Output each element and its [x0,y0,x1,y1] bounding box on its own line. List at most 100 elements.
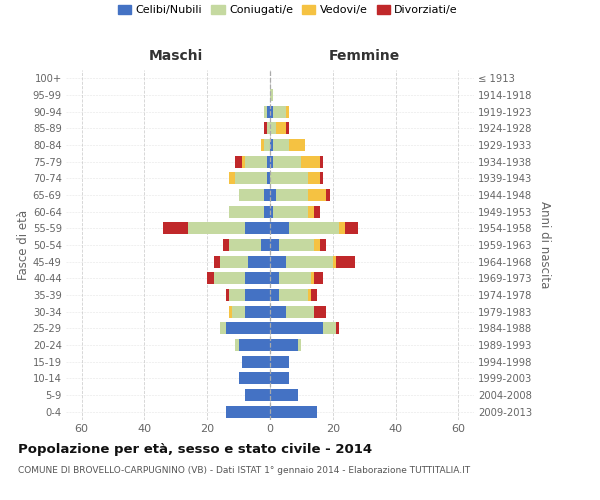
Bar [270,172,308,184]
Text: Popolazione per età, sesso e stato civile - 2014: Popolazione per età, sesso e stato civil… [18,442,372,456]
Bar [270,139,273,151]
Bar [270,189,276,201]
Y-axis label: Anni di nascita: Anni di nascita [538,202,551,288]
Bar [242,356,270,368]
Bar [289,222,339,234]
Bar [276,122,286,134]
Bar [301,156,320,168]
Text: Maschi: Maschi [149,50,203,64]
Bar [245,306,270,318]
Bar [267,106,270,118]
Bar [229,306,232,318]
Bar [245,222,270,234]
Bar [270,406,317,417]
Bar [346,222,358,234]
Bar [320,239,326,251]
Bar [270,356,289,368]
Bar [333,256,336,268]
Bar [270,222,289,234]
Bar [273,106,286,118]
Bar [270,122,276,134]
Text: Femmine: Femmine [329,50,400,64]
Bar [248,256,270,268]
Bar [232,306,245,318]
Bar [280,289,308,301]
Bar [188,222,245,234]
Bar [245,289,270,301]
Bar [270,256,286,268]
Bar [235,172,267,184]
Bar [229,289,245,301]
Bar [308,206,314,218]
Bar [270,206,273,218]
Bar [270,339,298,351]
Bar [270,272,280,284]
Bar [239,339,270,351]
Bar [220,256,248,268]
Bar [229,172,235,184]
Bar [320,156,323,168]
Bar [223,239,229,251]
Bar [163,222,188,234]
Bar [235,156,242,168]
Bar [245,272,270,284]
Bar [323,322,336,334]
Bar [276,189,308,201]
Text: COMUNE DI BROVELLO-CARPUGNINO (VB) - Dati ISTAT 1° gennaio 2014 - Elaborazione T: COMUNE DI BROVELLO-CARPUGNINO (VB) - Dat… [18,466,470,475]
Bar [270,156,273,168]
Bar [314,239,320,251]
Bar [286,256,333,268]
Bar [270,322,323,334]
Bar [229,239,260,251]
Bar [242,156,245,168]
Bar [270,239,280,251]
Bar [289,139,305,151]
Bar [280,239,314,251]
Bar [226,406,270,417]
Bar [260,239,270,251]
Bar [270,306,286,318]
Bar [336,322,339,334]
Bar [298,339,301,351]
Bar [314,306,326,318]
Bar [286,122,289,134]
Y-axis label: Fasce di età: Fasce di età [17,210,30,280]
Bar [286,106,289,118]
Bar [326,189,329,201]
Bar [239,372,270,384]
Bar [239,189,264,201]
Bar [264,122,267,134]
Legend: Celibi/Nubili, Coniugati/e, Vedovi/e, Divorziati/e: Celibi/Nubili, Coniugati/e, Vedovi/e, Di… [113,0,463,20]
Bar [267,156,270,168]
Bar [311,289,317,301]
Bar [308,189,326,201]
Bar [273,206,308,218]
Bar [260,139,264,151]
Bar [264,206,270,218]
Bar [311,272,314,284]
Bar [267,172,270,184]
Bar [336,256,355,268]
Bar [270,389,298,401]
Bar [229,206,264,218]
Bar [267,122,270,134]
Bar [220,322,226,334]
Bar [264,106,267,118]
Bar [207,272,214,284]
Bar [308,172,320,184]
Bar [280,272,311,284]
Bar [270,89,273,101]
Bar [273,139,289,151]
Bar [245,156,267,168]
Bar [226,289,229,301]
Bar [214,272,245,284]
Bar [226,322,270,334]
Bar [339,222,346,234]
Bar [264,139,270,151]
Bar [273,156,301,168]
Bar [214,256,220,268]
Bar [270,372,289,384]
Bar [320,172,323,184]
Bar [235,339,239,351]
Bar [314,206,320,218]
